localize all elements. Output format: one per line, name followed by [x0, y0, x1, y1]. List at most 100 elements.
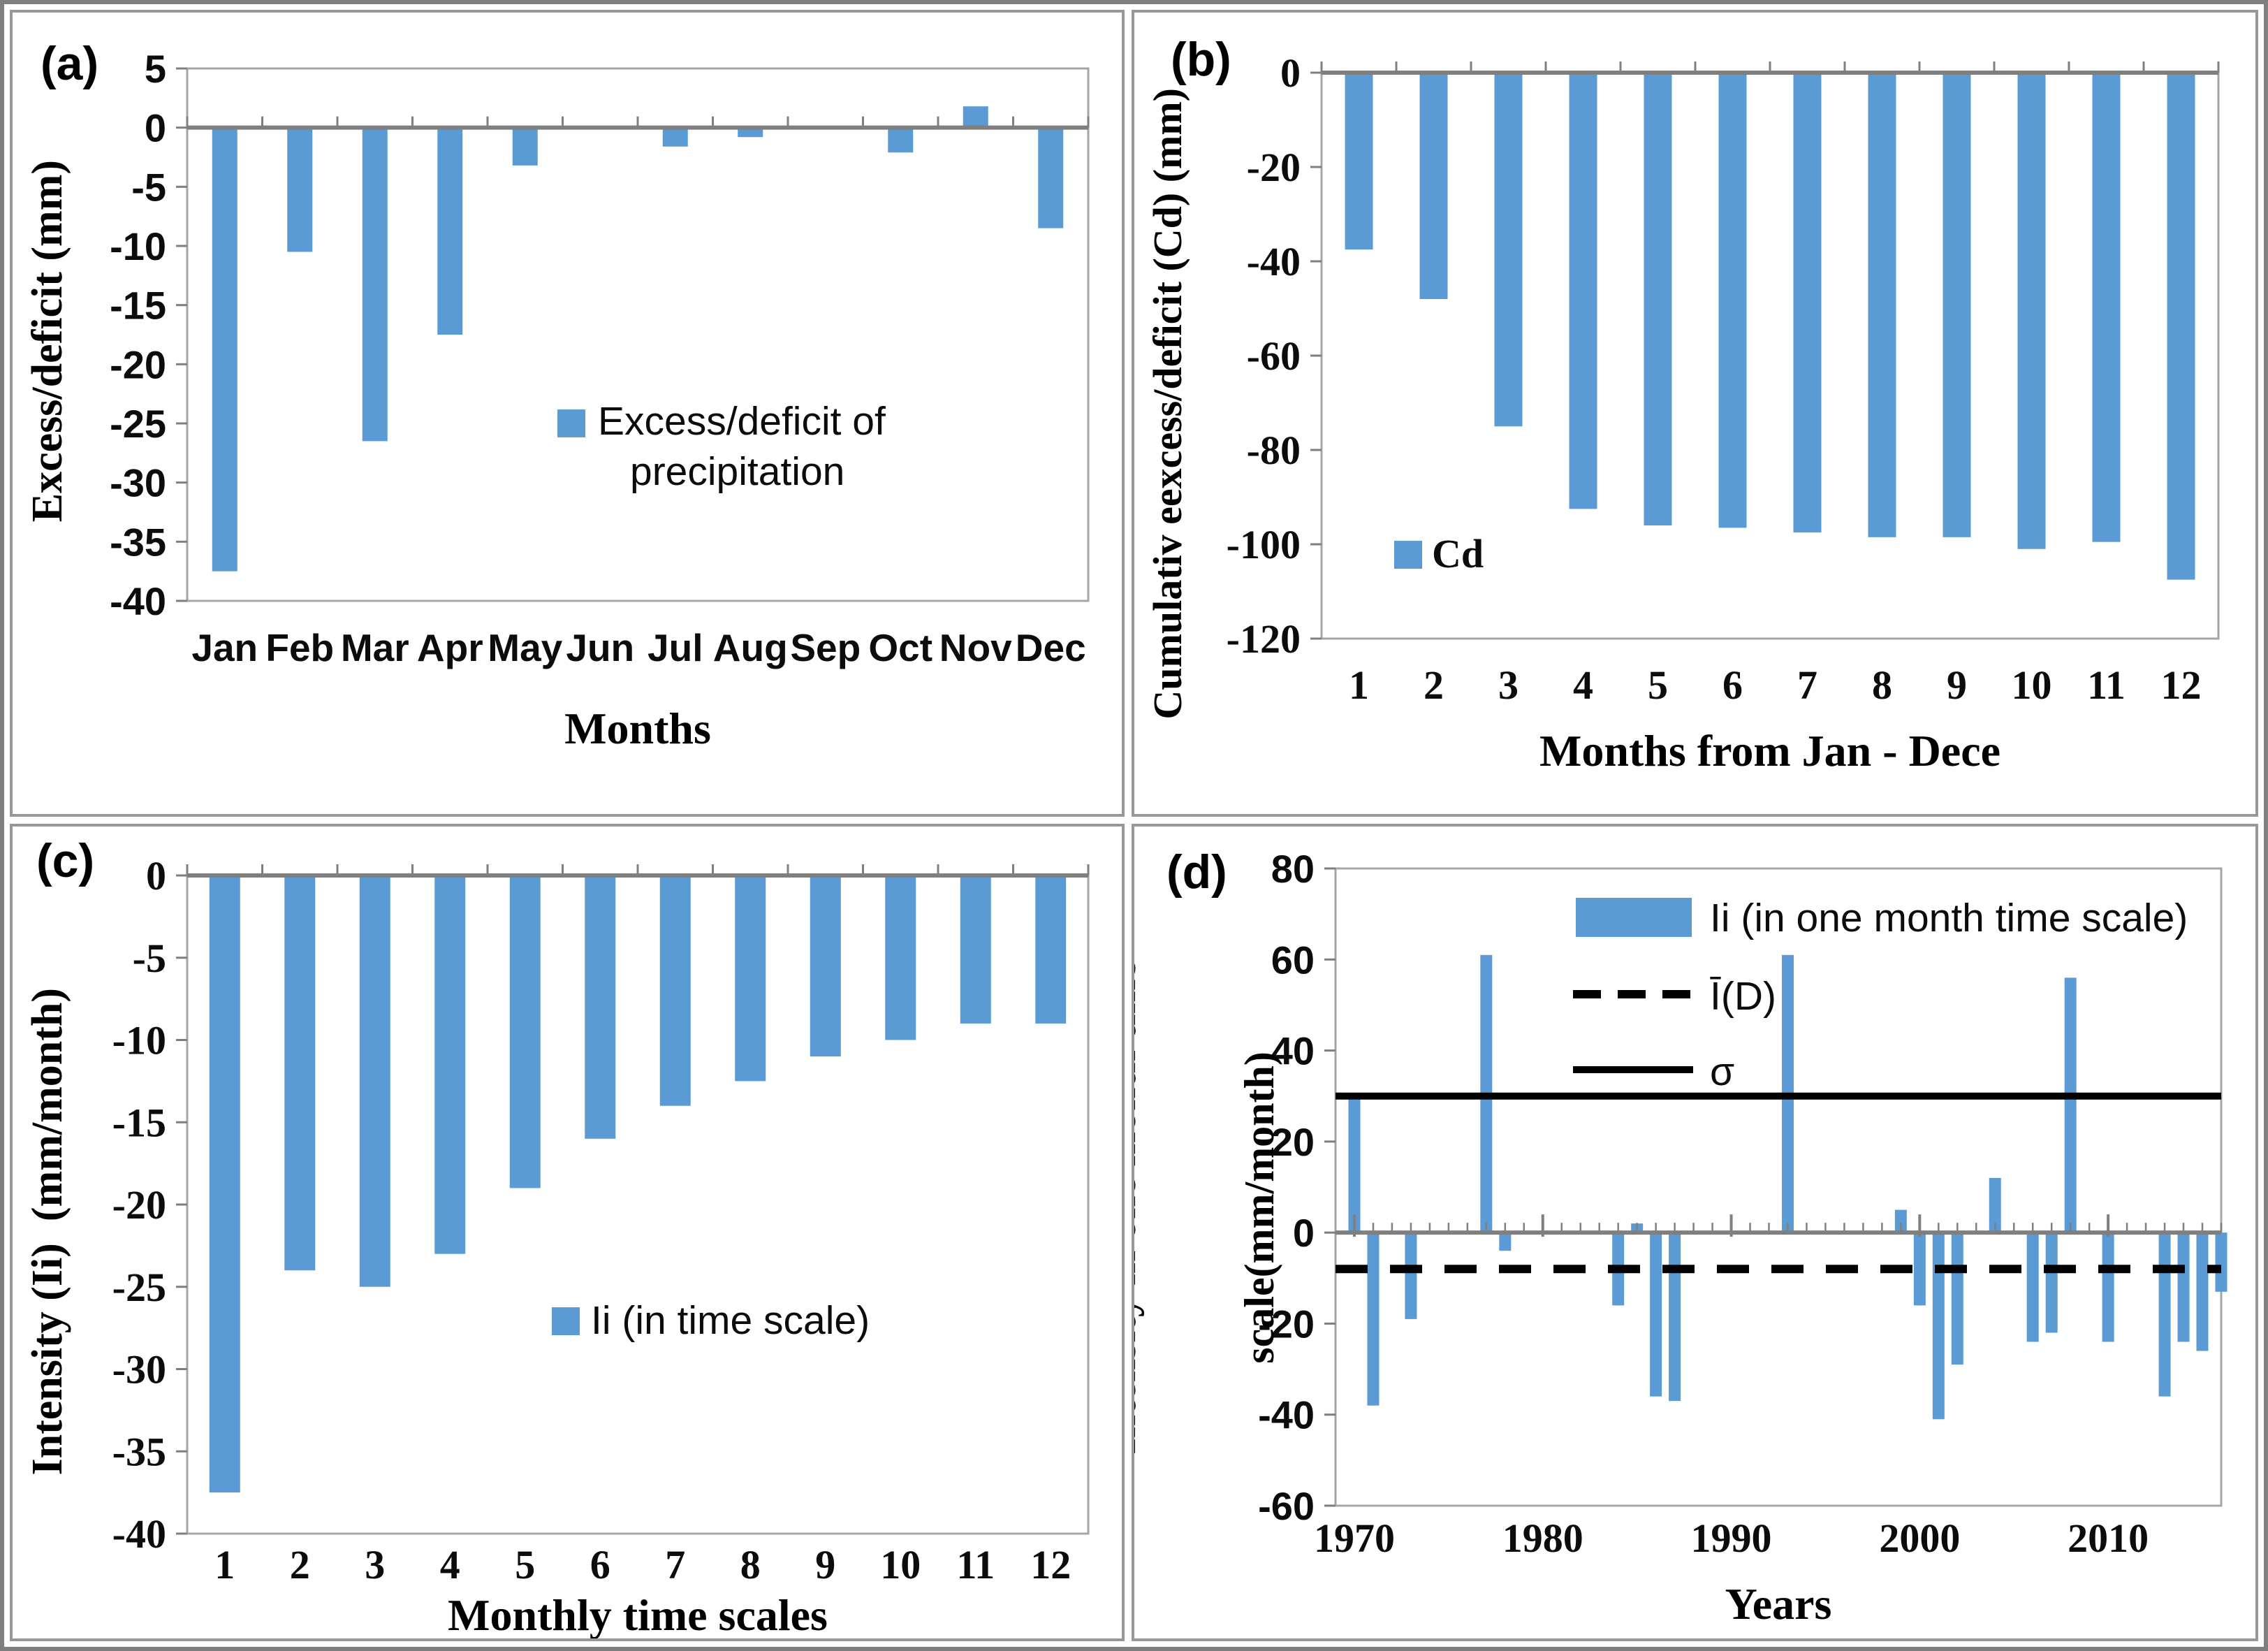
- bar-2002: [1951, 1232, 1963, 1365]
- bar-5: [509, 875, 541, 1188]
- svg-text:-20: -20: [1247, 145, 1301, 190]
- plot-border: [1334, 867, 2223, 1507]
- bar-9: [1943, 73, 1971, 537]
- svg-text:9: 9: [1947, 662, 1967, 708]
- panel-a-plot: 5 0 -5 -10 -15 -20 -25 -30 -35 -40 Jan Feb Mar Apr May…: [110, 47, 1090, 669]
- svg-text:-35: -35: [110, 520, 166, 564]
- svg-text:60: 60: [1271, 938, 1315, 982]
- bar-1987: [1669, 1232, 1681, 1402]
- svg-text:Dec: Dec: [1016, 626, 1086, 669]
- panel-c-x-axis-title: Monthly time scales: [448, 1590, 828, 1640]
- legend: Excess/deficit of precipitation: [557, 399, 886, 494]
- bar-4: [434, 875, 466, 1254]
- svg-text:8: 8: [1872, 662, 1892, 708]
- bar-9: [810, 875, 841, 1057]
- legend-swatch: [557, 409, 585, 437]
- svg-text:-35: -35: [112, 1429, 166, 1474]
- svg-text:-5: -5: [131, 165, 166, 209]
- bar-12: [2167, 73, 2195, 580]
- bar-2014: [2177, 1232, 2190, 1342]
- svg-text:0: 0: [146, 853, 166, 899]
- bars: [1348, 954, 2227, 1420]
- bar-1970: [1348, 1096, 1361, 1233]
- svg-text:-15: -15: [112, 1100, 166, 1145]
- svg-text:1980: 1980: [1502, 1515, 1583, 1561]
- svg-text:-40: -40: [112, 1511, 166, 1557]
- svg-text:5: 5: [1648, 662, 1668, 708]
- bar-2001: [1932, 1232, 1945, 1420]
- svg-text:Excess/deficit of: Excess/deficit of: [598, 399, 886, 444]
- plot-border: [186, 67, 1090, 602]
- svg-text:2000: 2000: [1879, 1515, 1960, 1561]
- bar-Aug: [738, 127, 763, 138]
- svg-text:-5: -5: [133, 936, 166, 981]
- svg-text:2: 2: [1424, 662, 1444, 708]
- bar-Jan: [212, 127, 237, 572]
- bar-8: [1868, 73, 1896, 537]
- svg-text:-30: -30: [112, 1347, 166, 1392]
- svg-text:4: 4: [1573, 662, 1593, 708]
- svg-text:7: 7: [665, 1542, 685, 1587]
- svg-text:-20: -20: [110, 342, 166, 386]
- svg-text:10: 10: [880, 1542, 921, 1587]
- legend: Cd: [1394, 531, 1484, 576]
- bar-May: [512, 127, 538, 166]
- bar-10: [2017, 73, 2046, 549]
- bar-Mar: [362, 127, 388, 442]
- bar-2015: [2196, 1232, 2209, 1351]
- svg-text:2: 2: [290, 1542, 310, 1587]
- bar-5: [1644, 73, 1672, 525]
- svg-text:-40: -40: [1258, 1393, 1315, 1437]
- bar-1986: [1650, 1232, 1662, 1397]
- bar-Apr: [437, 127, 463, 335]
- svg-text:-15: -15: [110, 284, 166, 328]
- svg-text:-20: -20: [112, 1182, 166, 1228]
- svg-text:-100: -100: [1227, 522, 1301, 567]
- svg-text:Apr: Apr: [417, 626, 483, 669]
- bar-6: [1718, 73, 1747, 528]
- svg-text:12: 12: [2161, 662, 2202, 708]
- legend-bar-swatch: [1576, 898, 1692, 937]
- svg-text:Feb: Feb: [265, 626, 334, 669]
- bar-2000: [1913, 1232, 1926, 1306]
- svg-text:-25: -25: [110, 402, 166, 446]
- panel-b: 0 -20 -40 -60 -80 -100 -120 1 2 3 4 5 6 7 8 9 10 11 12 Cd (…: [1132, 10, 2258, 817]
- panel-a: 5 0 -5 -10 -15 -20 -25 -30 -35 -40 Jan Feb Mar Apr May…: [10, 10, 1125, 817]
- svg-text:10: 10: [2012, 662, 2052, 708]
- svg-text:1970: 1970: [1314, 1515, 1395, 1561]
- svg-text:3: 3: [1498, 662, 1519, 708]
- bar-1: [1345, 73, 1373, 250]
- svg-text:-80: -80: [1247, 428, 1301, 473]
- bar-6: [585, 875, 616, 1139]
- bar-Jul: [662, 127, 688, 147]
- panel-c-chart: 0-5-10-15-20-25-30-35-401 2 3 4 5 6 7 8 9 10 11 12I…: [112, 853, 1090, 1587]
- svg-text:Jun: Jun: [566, 626, 634, 669]
- svg-text:40: 40: [1271, 1029, 1315, 1073]
- panel-d-letter: (d): [1166, 845, 1227, 899]
- bar-1: [209, 875, 240, 1493]
- bars: [209, 875, 1067, 1493]
- panel-c: 0 -5 -10 -15 -20 -25 -30 -35 -40 1 2 3 4 5 6 7 8 9 10 11 12 I…: [10, 824, 1125, 1641]
- bars: [212, 106, 1064, 572]
- panel-b-x-axis-title: Months from Jan - Dece: [1539, 726, 2001, 776]
- bar-Nov: [963, 106, 988, 128]
- bar-12: [1035, 875, 1067, 1024]
- svg-text:0: 0: [1280, 50, 1301, 96]
- svg-text:80: 80: [1271, 847, 1315, 891]
- svg-text:Jan: Jan: [191, 626, 258, 669]
- bars: [1345, 73, 2195, 580]
- panel-c-letter: (c): [36, 834, 95, 887]
- bar-1973: [1405, 1232, 1417, 1319]
- svg-text:-60: -60: [1247, 333, 1301, 379]
- bar-2: [284, 875, 316, 1271]
- bar-3: [359, 875, 390, 1287]
- bar-2010: [2102, 1232, 2114, 1342]
- panel-b-letter: (b): [1171, 33, 1231, 86]
- svg-text:-60: -60: [1258, 1484, 1315, 1528]
- svg-text:Nov: Nov: [939, 626, 1012, 669]
- bar-3: [1494, 73, 1523, 427]
- bar-11: [2092, 73, 2121, 542]
- bar-2007: [2045, 1232, 2058, 1333]
- svg-text:6: 6: [1722, 662, 1743, 708]
